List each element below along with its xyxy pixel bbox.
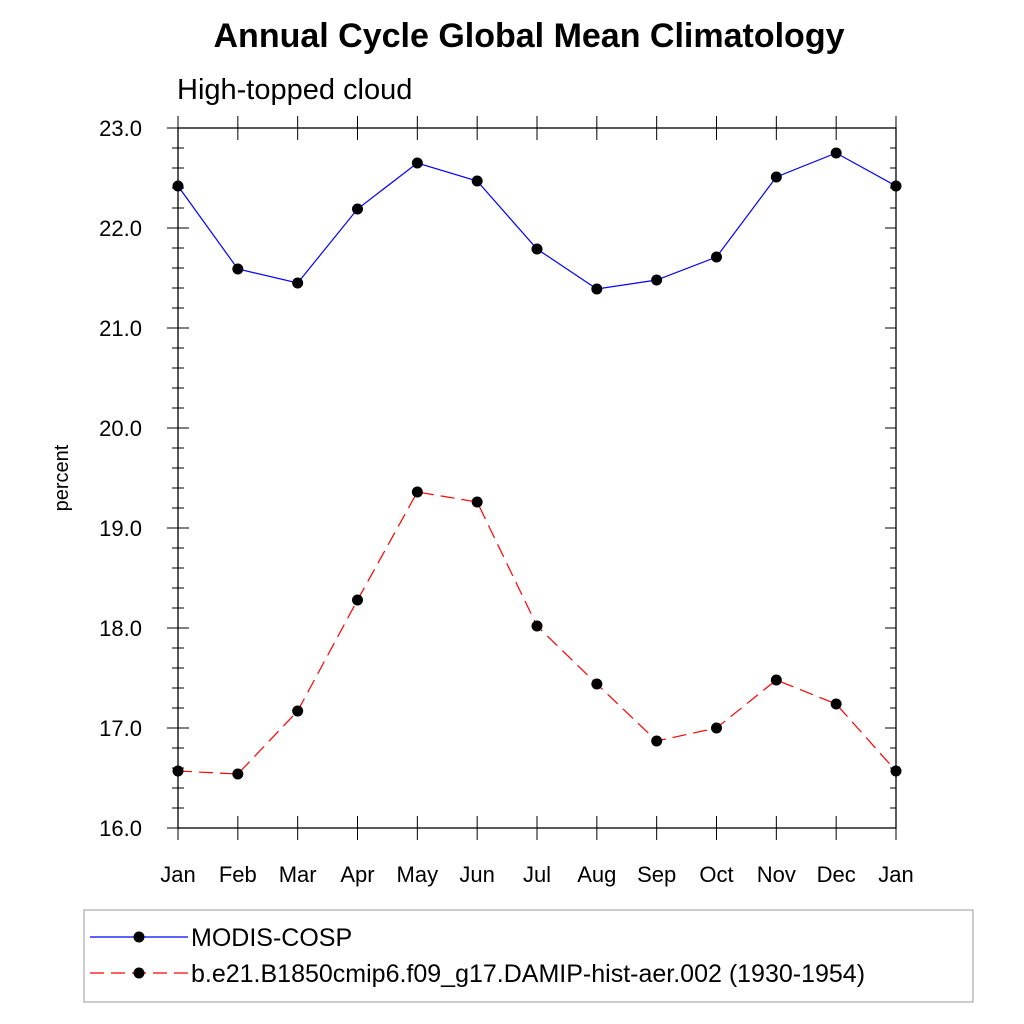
series-1-point [651,735,663,747]
series-0-point [531,243,543,255]
series-0-point [830,147,842,159]
series-0-point [232,263,244,275]
series-1-point [711,722,722,734]
x-tick-label: Mar [279,862,317,887]
series-0-point [352,203,363,215]
y-tick-label: 20.0 [99,416,142,441]
x-tick-label: Apr [340,862,374,887]
series-1-point [770,674,782,686]
y-tick-label: 21.0 [99,316,142,341]
series-0-point [292,277,304,289]
series-0-point [890,180,902,192]
series-1-point [411,486,423,498]
legend-marker-0 [133,931,145,943]
legend-box [83,909,974,1003]
series-group [172,147,902,780]
axis-ticks [167,116,897,840]
x-tick-label: Jun [459,862,494,887]
series-line-0 [177,152,897,290]
legend-label-0: MODIS-COSP [191,924,352,952]
chart-title: Annual Cycle Global Mean Climatology [214,17,845,55]
series-0-point [411,157,423,169]
x-tick-labels: Jan Feb Mar Apr May Jun Jul Aug Sep Oct Nov Dec Jan [160,862,913,887]
x-tick-label: Dec [817,862,856,887]
y-tick-label: 19.0 [99,516,142,541]
y-tick-label: 16.0 [99,816,142,841]
x-tick-label: Aug [577,862,616,887]
series-0-point [471,175,483,187]
series-1-point [172,765,184,777]
series-1-point [830,698,842,710]
x-tick-label: Jan [878,862,913,887]
series-1-point [591,678,603,690]
x-tick-label: Jul [523,862,551,887]
series-1-point [890,765,902,777]
y-tick-labels: 16.0 17.0 18.0 19.0 20.0 21.0 22.0 23.0 [99,116,142,841]
series-1-point [292,705,304,717]
series-1-point [531,620,543,632]
series-0-point [591,283,603,295]
y-tick-label: 22.0 [99,216,142,241]
series-0-point [770,171,782,183]
y-tick-label: 17.0 [99,716,142,741]
x-tick-label: Nov [757,862,796,887]
series-0-point [651,274,663,286]
series-0-point [172,180,184,192]
chart-subtitle: High-topped cloud [177,74,412,106]
x-tick-label: May [397,862,439,887]
series-0-point [711,251,722,263]
y-tick-label: 23.0 [99,116,142,141]
x-tick-label: Sep [637,862,676,887]
series-1-point [352,594,363,606]
legend: MODIS-COSP b.e21.B1850cmip6.f09_g17.DAMIP… [90,924,865,988]
y-tick-label: 18.0 [99,616,142,641]
series-line-1 [177,491,897,775]
x-tick-label: Feb [219,862,257,887]
x-tick-label: Jan [160,862,195,887]
legend-label-1: b.e21.B1850cmip6.f09_g17.DAMIP-hist-aer.… [191,960,865,988]
series-1-point [232,768,244,780]
legend-marker-1 [133,967,145,979]
y-axis-label: percent [51,444,73,511]
x-tick-label: Oct [699,862,733,887]
series-1-point [471,496,483,508]
